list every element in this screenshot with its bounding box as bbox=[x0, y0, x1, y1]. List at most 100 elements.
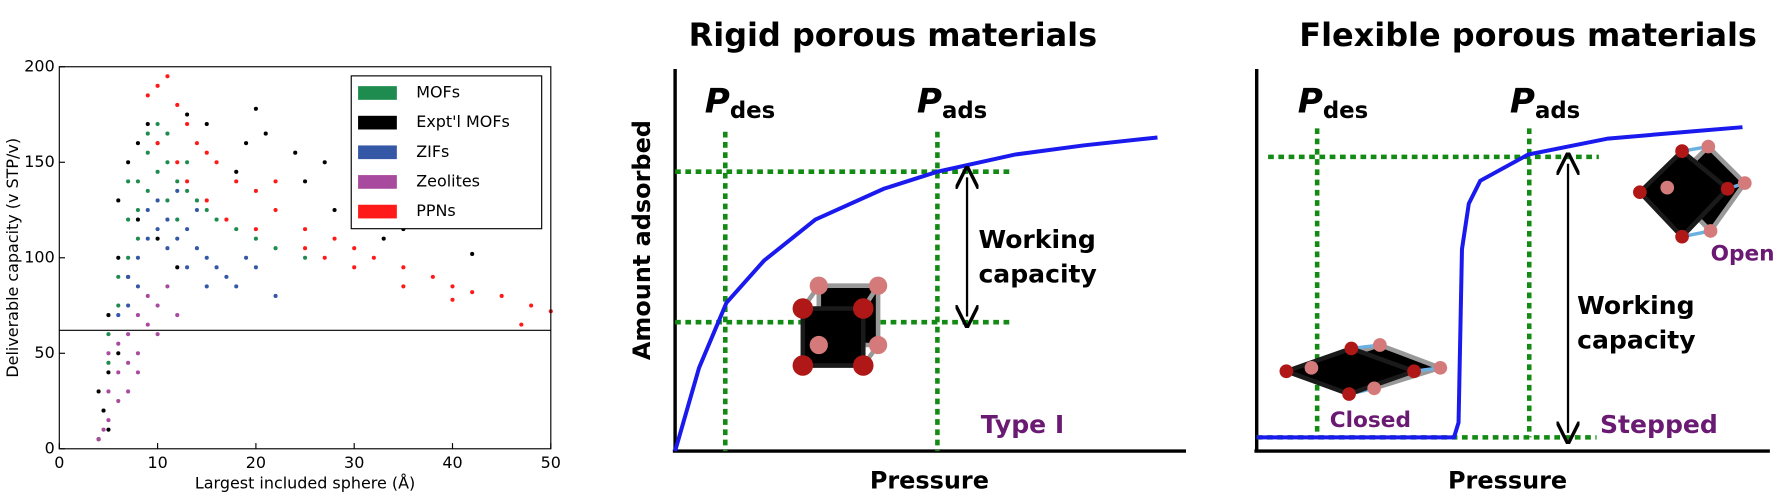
legend-swatch bbox=[358, 145, 397, 160]
p-symbol: P bbox=[917, 81, 942, 121]
point bbox=[470, 290, 475, 295]
working-capacity: capacity bbox=[1577, 325, 1695, 354]
open-framework-icon bbox=[1633, 139, 1752, 244]
point bbox=[106, 418, 111, 423]
flexible-panel: Flexible porous materials Pressure Pdes … bbox=[1254, 16, 1775, 495]
point bbox=[145, 188, 150, 193]
point bbox=[175, 160, 180, 165]
point bbox=[155, 122, 160, 127]
legend-swatch bbox=[358, 86, 397, 100]
point bbox=[401, 265, 406, 270]
point bbox=[499, 293, 504, 299]
cube-icon bbox=[792, 276, 888, 376]
point bbox=[185, 188, 190, 193]
point bbox=[165, 74, 170, 79]
x-tick-label: 0 bbox=[54, 453, 64, 472]
y-tick-label: 100 bbox=[24, 247, 54, 266]
point bbox=[155, 83, 160, 88]
point bbox=[135, 255, 140, 260]
point bbox=[106, 313, 111, 318]
point bbox=[194, 207, 199, 213]
x-tick-label: 50 bbox=[541, 453, 561, 472]
point bbox=[135, 370, 140, 375]
point bbox=[214, 160, 219, 165]
point bbox=[126, 179, 131, 184]
scatter-chart: 0 10 20 30 40 50 0 50 100 150 200 Largest included … bbox=[3, 56, 561, 492]
point bbox=[135, 284, 140, 289]
point bbox=[106, 360, 111, 365]
point bbox=[145, 122, 150, 127]
isotherm bbox=[1256, 125, 1743, 440]
closed-framework-icon bbox=[1279, 338, 1448, 401]
legend-label: ZIFs bbox=[416, 142, 449, 161]
point bbox=[273, 293, 278, 299]
point bbox=[204, 198, 209, 203]
point bbox=[430, 274, 435, 279]
point bbox=[185, 160, 190, 165]
point bbox=[145, 293, 150, 299]
point bbox=[116, 313, 121, 318]
x-axis-label: Pressure bbox=[1448, 467, 1567, 495]
x-tick-label: 40 bbox=[442, 453, 462, 472]
x-axis-label: Largest included sphere (Å) bbox=[195, 474, 415, 493]
point bbox=[126, 389, 131, 394]
working-capacity: capacity bbox=[978, 259, 1096, 288]
p-subscript: ads bbox=[942, 98, 987, 124]
point bbox=[116, 341, 121, 346]
point bbox=[194, 198, 199, 203]
point bbox=[303, 179, 308, 184]
guide-lines bbox=[1256, 128, 1599, 440]
point bbox=[116, 370, 121, 375]
point bbox=[106, 370, 111, 375]
point bbox=[253, 265, 258, 270]
closed-label: Closed bbox=[1330, 408, 1411, 433]
point bbox=[96, 389, 101, 394]
point bbox=[175, 217, 180, 222]
point bbox=[155, 141, 160, 146]
point bbox=[135, 313, 140, 318]
point bbox=[165, 160, 170, 165]
p-symbol: P bbox=[1510, 81, 1535, 121]
point bbox=[165, 284, 170, 289]
point bbox=[165, 217, 170, 222]
isotherm bbox=[673, 135, 1158, 452]
point bbox=[116, 398, 121, 404]
point bbox=[116, 198, 121, 203]
point bbox=[101, 408, 106, 413]
point bbox=[175, 265, 180, 270]
point bbox=[155, 198, 160, 203]
point bbox=[135, 351, 140, 356]
point bbox=[155, 303, 160, 308]
point bbox=[126, 255, 131, 260]
point bbox=[126, 332, 131, 337]
point bbox=[204, 255, 209, 260]
x-tick-label: 10 bbox=[147, 453, 167, 472]
rigid-panel: Rigid porous materials Amount adsorbed P… bbox=[628, 16, 1186, 495]
y-tick-label: 0 bbox=[45, 438, 55, 457]
point bbox=[135, 217, 140, 222]
point bbox=[145, 322, 150, 327]
point bbox=[303, 255, 308, 260]
point bbox=[135, 207, 140, 213]
point bbox=[135, 179, 140, 184]
point bbox=[214, 217, 219, 222]
point bbox=[234, 284, 239, 289]
working-capacity: Working bbox=[1577, 291, 1694, 320]
point bbox=[273, 246, 278, 251]
point bbox=[352, 265, 357, 270]
point bbox=[145, 150, 150, 155]
y-tick-label: 200 bbox=[24, 56, 54, 75]
point bbox=[450, 284, 455, 289]
y-axis-label: Amount adsorbed bbox=[628, 120, 656, 360]
point bbox=[165, 131, 170, 136]
point bbox=[101, 427, 106, 432]
point bbox=[214, 265, 219, 270]
point bbox=[519, 322, 524, 327]
p-ads: Pads bbox=[917, 81, 987, 124]
point bbox=[194, 141, 199, 146]
point bbox=[155, 169, 160, 174]
panel-title: Flexible porous materials bbox=[1299, 16, 1757, 54]
legend-label: Zeolites bbox=[416, 171, 480, 190]
point bbox=[224, 274, 229, 279]
point bbox=[116, 351, 121, 356]
